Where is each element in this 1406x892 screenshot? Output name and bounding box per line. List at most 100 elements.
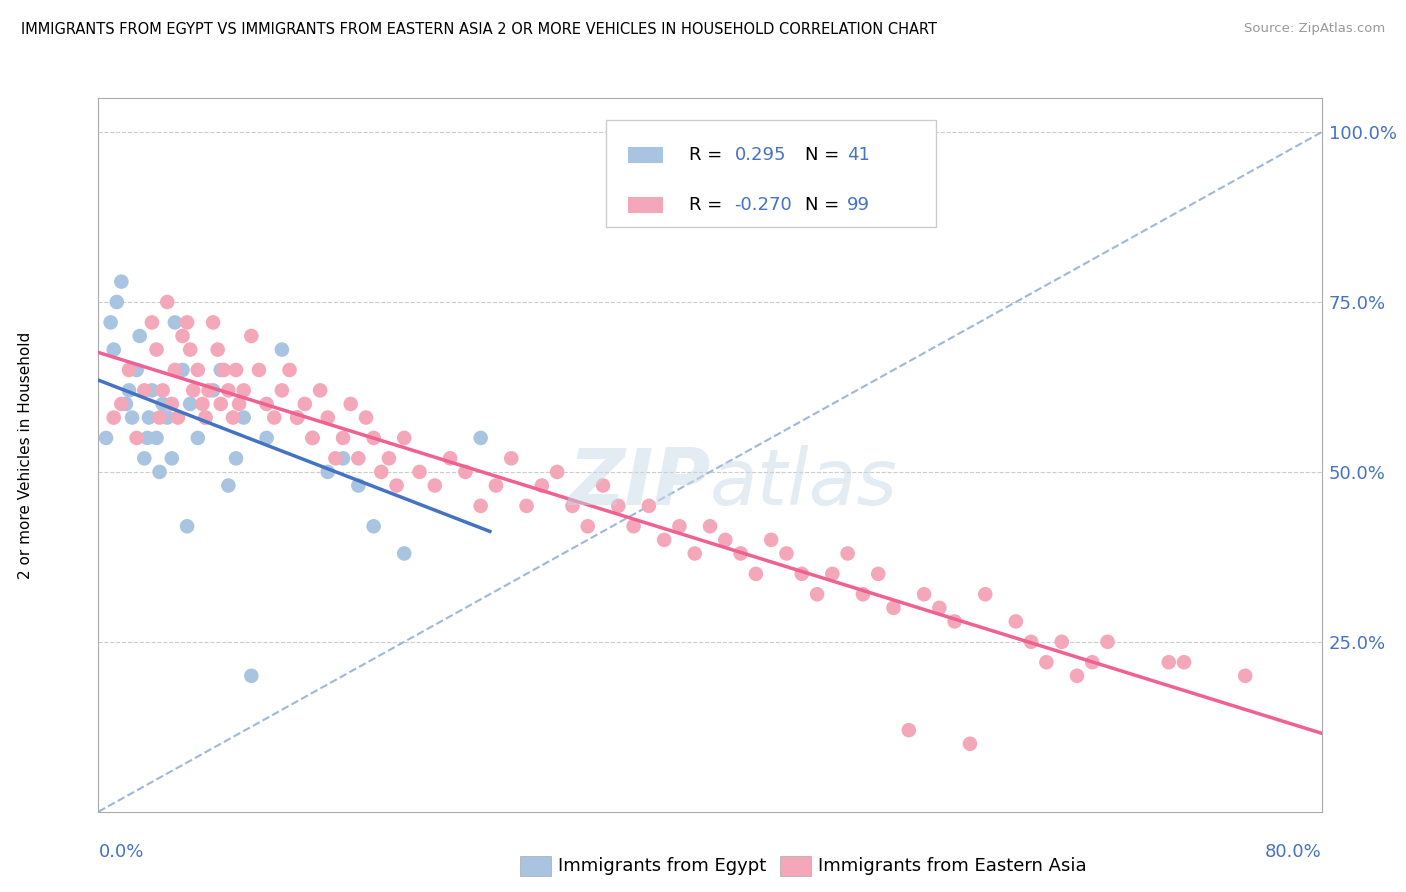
Point xyxy=(176,315,198,329)
Point xyxy=(125,363,148,377)
Text: N =: N = xyxy=(806,146,845,164)
Point xyxy=(187,431,209,445)
Point xyxy=(202,384,225,398)
Point xyxy=(285,410,308,425)
Point xyxy=(160,397,183,411)
Point xyxy=(408,465,430,479)
Text: Immigrants from Egypt: Immigrants from Egypt xyxy=(558,857,766,875)
Point xyxy=(105,295,128,310)
Point xyxy=(156,295,179,310)
Text: 80.0%: 80.0% xyxy=(1265,843,1322,861)
Point xyxy=(110,397,132,411)
Point xyxy=(240,329,263,343)
Point xyxy=(240,669,263,683)
Point xyxy=(118,363,141,377)
Bar xyxy=(606,120,936,227)
Point xyxy=(145,431,167,445)
Text: IMMIGRANTS FROM EGYPT VS IMMIGRANTS FROM EASTERN ASIA 2 OR MORE VEHICLES IN HOUS: IMMIGRANTS FROM EGYPT VS IMMIGRANTS FROM… xyxy=(21,22,936,37)
Point xyxy=(332,431,354,445)
Point xyxy=(270,384,292,398)
Point xyxy=(912,587,935,601)
Text: 99: 99 xyxy=(846,196,870,214)
Point xyxy=(790,566,813,581)
Point xyxy=(943,615,966,629)
Point xyxy=(347,478,370,492)
Point xyxy=(160,451,183,466)
Point xyxy=(339,397,361,411)
Point xyxy=(301,431,323,445)
Point xyxy=(194,410,217,425)
Point xyxy=(209,397,232,411)
Point xyxy=(363,431,385,445)
Point xyxy=(546,465,568,479)
Point xyxy=(232,384,254,398)
Bar xyxy=(628,147,664,162)
Point xyxy=(301,431,323,445)
Point xyxy=(167,410,190,425)
Text: 41: 41 xyxy=(846,146,870,164)
Point xyxy=(263,410,285,425)
Point xyxy=(730,546,752,560)
Point xyxy=(163,315,186,329)
Point xyxy=(501,451,523,466)
Point xyxy=(103,343,125,357)
Point xyxy=(837,546,859,560)
Point xyxy=(222,410,245,425)
Point xyxy=(370,465,392,479)
Point xyxy=(806,587,828,601)
Point xyxy=(332,451,354,466)
Point xyxy=(1019,635,1042,649)
Point xyxy=(454,465,477,479)
Point xyxy=(652,533,675,547)
Point xyxy=(294,397,316,411)
Point xyxy=(194,410,217,425)
Point xyxy=(118,384,141,398)
Point xyxy=(392,431,416,445)
Point xyxy=(197,384,219,398)
Point xyxy=(181,384,204,398)
Point xyxy=(347,451,370,466)
Point xyxy=(1097,635,1119,649)
Point xyxy=(363,519,385,533)
Point xyxy=(156,410,179,425)
Point xyxy=(883,600,905,615)
Point xyxy=(1050,635,1073,649)
Point xyxy=(1173,655,1195,669)
Point xyxy=(470,499,492,513)
Point xyxy=(94,431,117,445)
Point xyxy=(1157,655,1180,669)
Point xyxy=(110,275,132,289)
Point xyxy=(439,451,461,466)
Point xyxy=(775,546,797,560)
Text: Source: ZipAtlas.com: Source: ZipAtlas.com xyxy=(1244,22,1385,36)
Point xyxy=(378,451,401,466)
Text: ZIP: ZIP xyxy=(568,445,710,522)
Point xyxy=(1081,655,1104,669)
Point xyxy=(207,343,229,357)
Point xyxy=(115,397,138,411)
Point xyxy=(212,363,235,377)
Point xyxy=(134,451,156,466)
Point xyxy=(470,431,492,445)
Point xyxy=(683,546,706,560)
Point xyxy=(1066,669,1088,683)
Text: -0.270: -0.270 xyxy=(734,196,792,214)
Point xyxy=(423,478,446,492)
Point xyxy=(225,363,247,377)
Point xyxy=(217,384,239,398)
Point xyxy=(392,546,416,560)
Point xyxy=(668,519,690,533)
Point xyxy=(163,363,186,377)
Point xyxy=(256,431,278,445)
Point xyxy=(121,410,143,425)
Point xyxy=(385,478,408,492)
Point xyxy=(316,410,339,425)
Text: R =: R = xyxy=(689,196,728,214)
Point xyxy=(225,451,247,466)
Point xyxy=(232,410,254,425)
Point xyxy=(134,384,156,398)
Point xyxy=(141,384,163,398)
Point xyxy=(959,737,981,751)
Point xyxy=(607,499,630,513)
Text: 0.295: 0.295 xyxy=(734,146,786,164)
